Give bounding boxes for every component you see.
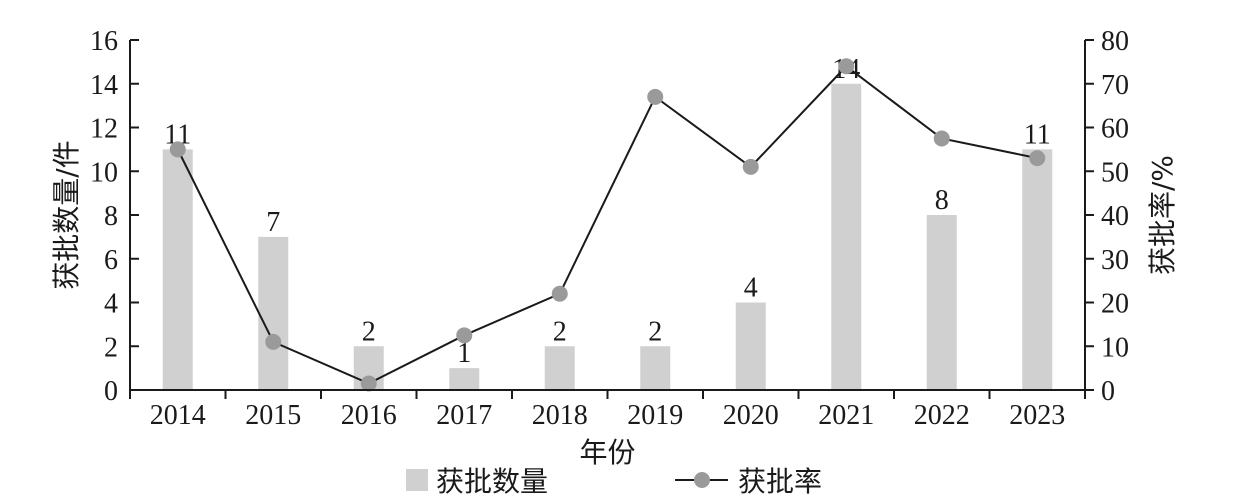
x-tick-label-2023: 2023 bbox=[1009, 400, 1065, 431]
y-left-tick-label: 2 bbox=[104, 332, 118, 363]
x-tick-label-2015: 2015 bbox=[245, 400, 301, 431]
line-series bbox=[169, 58, 1046, 392]
y-left-tick-label: 6 bbox=[104, 245, 118, 276]
rate-point-2018 bbox=[551, 285, 568, 302]
rate-point-2021 bbox=[838, 58, 855, 75]
rate-line bbox=[176, 64, 1038, 385]
legend: 获批数量 获批率 bbox=[406, 465, 822, 498]
y-right-tick-label: 40 bbox=[1101, 201, 1129, 232]
bar-label-2015: 7 bbox=[266, 207, 280, 238]
axes bbox=[129, 39, 1094, 399]
x-tick-label-2016: 2016 bbox=[341, 400, 397, 431]
rate-point-2023 bbox=[1029, 150, 1046, 167]
y-left-tick-label: 8 bbox=[104, 201, 118, 232]
x-tick-label-2020: 2020 bbox=[723, 400, 779, 431]
bar-label-2016: 2 bbox=[362, 316, 376, 347]
bar-series bbox=[162, 83, 1053, 390]
bar-label-2020: 4 bbox=[744, 273, 758, 304]
y-axis-right-title: 获批率/% bbox=[1146, 155, 1179, 275]
bar-2023 bbox=[1022, 149, 1053, 390]
bar-2022 bbox=[926, 215, 957, 390]
bar-label-2023: 11 bbox=[1024, 119, 1051, 150]
bar-2018 bbox=[544, 346, 575, 390]
x-tick-label-2021: 2021 bbox=[818, 400, 874, 431]
bar-2014 bbox=[162, 149, 193, 390]
bar-2015 bbox=[258, 236, 289, 390]
y-right-tick-label: 60 bbox=[1101, 114, 1129, 145]
x-tick-label-2017: 2017 bbox=[436, 400, 492, 431]
bar-2020 bbox=[735, 302, 766, 390]
bar-2019 bbox=[640, 346, 671, 390]
bar-2017 bbox=[449, 368, 480, 390]
x-tick-label-2019: 2019 bbox=[627, 400, 683, 431]
rate-point-2022 bbox=[933, 130, 950, 147]
y-right-tick-label: 20 bbox=[1101, 289, 1129, 320]
y-right-tick-label: 50 bbox=[1101, 157, 1129, 188]
y-right-tick-label: 80 bbox=[1101, 26, 1129, 57]
bar-2021 bbox=[831, 83, 862, 390]
rate-point-2017 bbox=[456, 327, 473, 344]
rate-point-2015 bbox=[265, 333, 282, 350]
rate-point-2019 bbox=[647, 88, 664, 105]
y-left-tick-label: 16 bbox=[90, 26, 118, 57]
bar-label-2017: 1 bbox=[457, 338, 471, 369]
x-axis-title: 年份 bbox=[579, 436, 635, 469]
y-right-tick-label: 70 bbox=[1101, 70, 1129, 101]
bar-label-2022: 8 bbox=[935, 185, 949, 216]
bar-label-2019: 2 bbox=[648, 316, 662, 347]
y-right-tick-label: 0 bbox=[1101, 376, 1115, 407]
rate-point-2016 bbox=[360, 375, 377, 392]
y-left-tick-label: 4 bbox=[104, 289, 118, 320]
rate-point-2014 bbox=[169, 141, 186, 158]
x-tick-label-2022: 2022 bbox=[914, 400, 970, 431]
y-left-tick-label: 10 bbox=[90, 157, 118, 188]
legend-bar-swatch bbox=[406, 469, 428, 491]
legend-line-label: 获批率 bbox=[738, 465, 822, 498]
y-right-tick-label: 10 bbox=[1101, 332, 1129, 363]
y-left-tick-label: 14 bbox=[90, 70, 118, 101]
x-tick-label-2014: 2014 bbox=[150, 400, 206, 431]
y-right-tick-label: 30 bbox=[1101, 245, 1129, 276]
y-left-tick-label: 12 bbox=[90, 114, 118, 145]
rate-point-2020 bbox=[742, 158, 759, 175]
bar-data-labels: 1172122414811 bbox=[164, 54, 1050, 369]
y-left-tick-label: 0 bbox=[104, 376, 118, 407]
y-axis-left-title: 获批数量/件 bbox=[50, 140, 83, 289]
bar-label-2018: 2 bbox=[553, 316, 567, 347]
legend-line-marker bbox=[694, 472, 710, 488]
legend-bar-label: 获批数量 bbox=[436, 465, 548, 498]
x-tick-label-2018: 2018 bbox=[532, 400, 588, 431]
